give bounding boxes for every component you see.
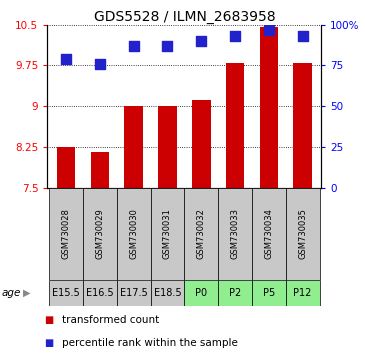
Title: GDS5528 / ILMN_2683958: GDS5528 / ILMN_2683958 bbox=[93, 10, 275, 24]
Point bbox=[63, 56, 69, 62]
Bar bbox=[218, 280, 252, 306]
Bar bbox=[286, 188, 319, 280]
Text: GSM730030: GSM730030 bbox=[129, 208, 138, 259]
Text: E15.5: E15.5 bbox=[52, 288, 80, 298]
Text: ■: ■ bbox=[44, 315, 53, 325]
Point bbox=[97, 61, 103, 67]
Text: GSM730029: GSM730029 bbox=[95, 208, 104, 259]
Bar bbox=[49, 280, 83, 306]
Text: transformed count: transformed count bbox=[62, 315, 159, 325]
Text: P5: P5 bbox=[263, 288, 275, 298]
Bar bbox=[184, 188, 218, 280]
Bar bbox=[158, 106, 177, 188]
Bar bbox=[91, 152, 109, 188]
Point bbox=[300, 33, 306, 39]
Point bbox=[198, 38, 204, 44]
Bar bbox=[150, 280, 184, 306]
Bar bbox=[49, 188, 83, 280]
Text: E16.5: E16.5 bbox=[86, 288, 114, 298]
Bar bbox=[124, 106, 143, 188]
Text: GSM730033: GSM730033 bbox=[231, 208, 239, 259]
Bar bbox=[57, 147, 75, 188]
Text: GSM730034: GSM730034 bbox=[264, 208, 273, 259]
Text: GSM730031: GSM730031 bbox=[163, 208, 172, 259]
Text: P12: P12 bbox=[293, 288, 312, 298]
Text: E18.5: E18.5 bbox=[154, 288, 181, 298]
Point bbox=[266, 27, 272, 33]
Bar bbox=[226, 63, 244, 188]
Text: P0: P0 bbox=[195, 288, 207, 298]
Bar bbox=[252, 188, 286, 280]
Text: age: age bbox=[2, 288, 21, 298]
Bar bbox=[83, 188, 117, 280]
Text: GSM730028: GSM730028 bbox=[62, 208, 70, 259]
Bar bbox=[252, 280, 286, 306]
Point bbox=[165, 43, 170, 49]
Bar bbox=[218, 188, 252, 280]
Bar bbox=[260, 28, 278, 188]
Text: GSM730032: GSM730032 bbox=[197, 208, 206, 259]
Text: GSM730035: GSM730035 bbox=[298, 208, 307, 259]
Point bbox=[131, 43, 137, 49]
Bar bbox=[286, 280, 319, 306]
Bar bbox=[192, 100, 211, 188]
Text: percentile rank within the sample: percentile rank within the sample bbox=[62, 338, 238, 348]
Bar bbox=[83, 280, 117, 306]
Bar bbox=[150, 188, 184, 280]
Text: P2: P2 bbox=[229, 288, 241, 298]
Text: E17.5: E17.5 bbox=[120, 288, 147, 298]
Bar bbox=[184, 280, 218, 306]
Bar bbox=[117, 280, 150, 306]
Text: ▶: ▶ bbox=[23, 288, 30, 298]
Bar bbox=[293, 63, 312, 188]
Point bbox=[232, 33, 238, 39]
Bar bbox=[117, 188, 150, 280]
Text: ■: ■ bbox=[44, 338, 53, 348]
